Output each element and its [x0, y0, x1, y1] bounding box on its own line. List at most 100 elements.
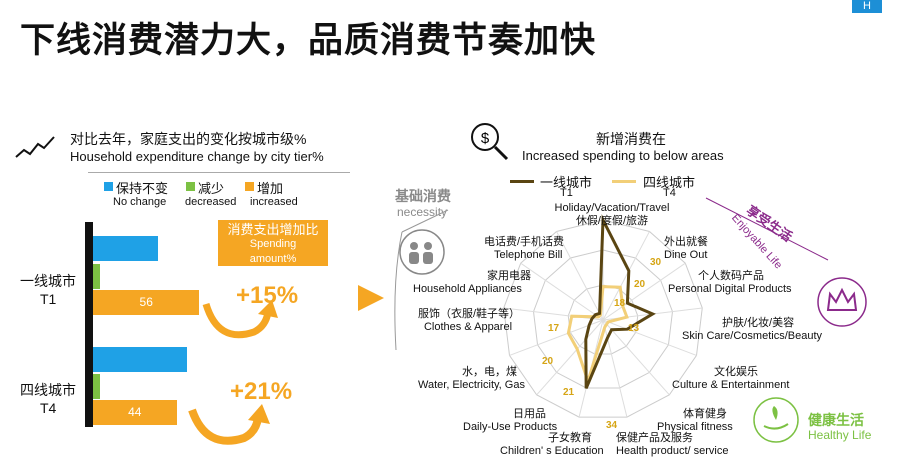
axis-label-utilities-cn: 水，电，煤 [462, 366, 517, 378]
axis-label-telephone-en: Telephone Bill [494, 249, 563, 261]
tier1-growth-arrow-icon [202, 300, 278, 339]
tier4-no-change-bar [93, 347, 187, 372]
axis-label-fitness: 体育健身 Physical fitness [657, 408, 733, 434]
radar-spoke [602, 319, 697, 356]
right-heading-cn: 新增消费在 [596, 131, 666, 147]
tier1-decreased-bar [93, 264, 100, 289]
legend-t4-swatch [612, 180, 636, 183]
callout-en-1: Spending [249, 238, 297, 250]
axis-label-beauty-cn: 护肤/化妆/美容 [722, 317, 795, 329]
health-hand-icon [753, 397, 799, 443]
axis-label-appliances-cn: 家用电器 [487, 270, 531, 282]
axis-label-daily-cn: 日用品 [513, 408, 546, 420]
legend-decreased-cn: 减少 [198, 181, 225, 196]
left-divider [88, 172, 350, 173]
next-arrow-icon [358, 285, 384, 311]
necessity-label-en: necessity [397, 205, 448, 219]
axis-label-culture-en: Culture & Entertainment [672, 379, 790, 391]
tier1-delta: +15% [236, 282, 299, 309]
legend-t1-swatch [510, 180, 534, 183]
legend-increased-en: increased [250, 196, 298, 208]
axis-label-daily: 日用品 Daily-Use Products [463, 408, 557, 434]
radar-grid-2 [503, 219, 703, 418]
value-label-education-t4: 34 [606, 420, 618, 431]
axis-label-travel: Holiday/Vacation/Travel 休假/度假/旅游 [547, 202, 677, 228]
axis-label-digital-cn: 个人数码产品 [698, 270, 764, 282]
axis-label-beauty-en: Skin Care/Cosmetics/Beauty [682, 330, 822, 342]
legend-no-change-swatch [104, 182, 113, 191]
legend-decreased-swatch [186, 182, 195, 191]
axis-label-appliances: 家用电器 Household Appliances [413, 270, 531, 296]
radar-spoke [556, 231, 604, 321]
axis-label-beauty: 护肤/化妆/美容 Skin Care/Cosmetics/Beauty [682, 317, 822, 343]
legend-t1-cn: 一线城市 [540, 175, 593, 190]
trend-line-icon [15, 136, 55, 158]
axis-label-dine-cn: 外出就餐 [664, 236, 708, 248]
tier4-label-cn: 四线城市 [20, 382, 76, 398]
slide-title: 下线消费潜力大，品质消费节奏加快 [20, 21, 597, 60]
tier4-increased-bar: 44 [93, 400, 177, 425]
axis-label-fitness-cn: 体育健身 [683, 408, 727, 420]
brand-logo: H [852, 0, 882, 13]
axis-label-daily-en: Daily-Use Products [463, 421, 558, 433]
axis-label-dine: 外出就餐 Dine Out [664, 236, 708, 262]
radar-spoke [602, 262, 686, 321]
axis-label-clothes-cn: 服饰（衣服/鞋子等） [418, 308, 521, 320]
right-heading-en: Increased spending to below areas [522, 148, 724, 163]
tier4-decreased-bar [93, 374, 100, 399]
axis-label-clothes: 服饰（衣服/鞋子等） Clothes & Apparel [418, 308, 521, 334]
axis-label-utilities-en: Water, Electricity, Gas [418, 379, 525, 391]
family-icon [399, 229, 445, 275]
value-label-dine-t1: 30 [650, 257, 662, 268]
axis-label-telephone-cn: 电话费/手机话费 [484, 236, 565, 248]
value-label-travel-t4: 18 [614, 298, 626, 309]
axis-label-health-en: Health product/ service [616, 445, 729, 457]
tier1-no-change-bar [93, 236, 159, 261]
crown-icon [817, 277, 867, 327]
tier1-increased-bar: 56 [93, 290, 200, 315]
radar-spoke [602, 319, 670, 396]
left-heading-en: Household expenditure change by city tie… [70, 149, 324, 164]
value-label-clothes-t4: 17 [548, 323, 560, 334]
axis-label-utilities: 水，电，煤 Water, Electricity, Gas [418, 366, 525, 392]
axis-label-digital-en: Personal Digital Products [668, 283, 792, 295]
callout-en-2: amount% [249, 253, 297, 265]
legend-increased-swatch [245, 182, 254, 191]
left-heading-cn: 对比去年，家庭支出的变化按城市级% [70, 131, 307, 147]
tier1-label-en: T1 [40, 291, 57, 307]
axis-label-fitness-en: Physical fitness [657, 421, 733, 433]
axis-label-education-en: Children' s Education [500, 445, 604, 457]
health-label-en: Healthy Life [808, 428, 872, 442]
radar-spoke [520, 262, 604, 321]
tier4-delta: +21% [230, 378, 293, 405]
axis-label-appliances-en: Household Appliances [413, 283, 522, 295]
legend-increased-cn: 增加 [257, 181, 284, 196]
axis-label-travel-en: Holiday/Vacation/Travel [554, 202, 670, 214]
legend-t1-en: T1 [560, 187, 573, 199]
radar-spoke [602, 319, 628, 418]
radar-spoke [509, 319, 604, 356]
category-arcs [394, 197, 829, 351]
radar-series-t1 [584, 214, 656, 389]
necessity-label-cn: 基础消费 [395, 188, 451, 204]
value-label-daily-t4: 21 [563, 387, 575, 398]
tier4-growth-arrow-icon [188, 404, 270, 445]
radar-grid-1 [532, 249, 674, 389]
money-search-icon: $ [471, 123, 509, 161]
radar-grid-0 [567, 284, 639, 355]
axis-label-culture-cn: 文化娱乐 [714, 366, 758, 378]
axis-label-telephone: 电话费/手机话费 Telephone Bill [484, 236, 564, 262]
legend-decreased-en: decreased [185, 196, 237, 208]
health-label-cn: 健康生活 [808, 412, 864, 428]
radar-spoke [602, 231, 650, 321]
legend-t4-en: T4 [663, 187, 676, 199]
axis-label-clothes-en: Clothes & Apparel [423, 321, 513, 333]
legend-t4-cn: 四线城市 [643, 175, 696, 190]
svg-text:$: $ [481, 130, 490, 147]
value-label-beauty-t4: 13 [628, 323, 640, 334]
axis-label-health: 保健产品及服务 Health product/ service [616, 432, 729, 458]
callout-cn: 消费支出增加比 [227, 222, 319, 237]
axis-label-travel-cn: 休假/度假/旅游 [575, 215, 649, 227]
legend-no-change-cn: 保持不变 [116, 181, 169, 196]
